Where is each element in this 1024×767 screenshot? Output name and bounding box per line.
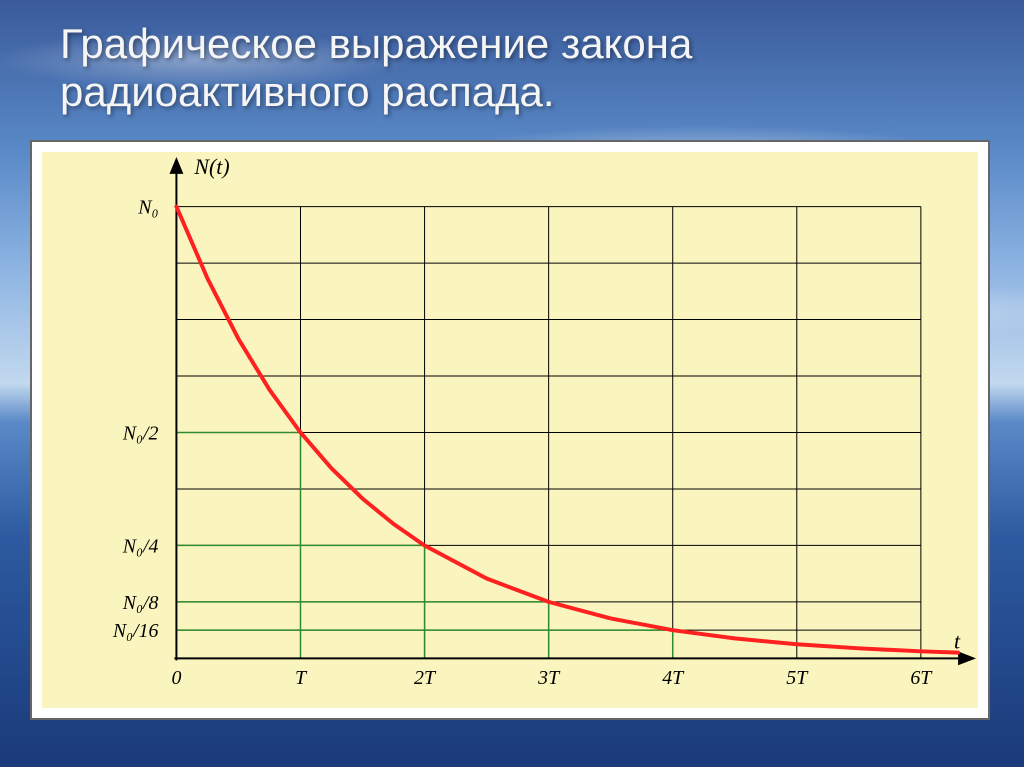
x-tick-label: 5T xyxy=(786,667,809,689)
y-tick-label: N₀ xyxy=(137,197,158,219)
x-tick-label: T xyxy=(295,667,308,689)
x-tick-label: 6T xyxy=(910,667,933,689)
y-tick-label: N₀/16 xyxy=(112,620,159,642)
x-axis-label: t xyxy=(954,629,961,653)
y-tick-label: N₀/4 xyxy=(122,535,159,557)
x-tick-label: 4T xyxy=(662,667,685,689)
chart-panel: N(t) t 0 T 2T 3T 4T 5T 6T N₀ N₀/2 N₀/4 N₀/8 N₀/16 xyxy=(30,140,990,720)
x-tick-label: 0 xyxy=(171,667,181,689)
y-tick-label: N₀/2 xyxy=(122,422,159,444)
y-axis-label: N(t) xyxy=(193,155,229,179)
slide: Графическое выражение закона радиоактивн… xyxy=(0,0,1024,767)
slide-title: Графическое выражение закона радиоактивн… xyxy=(60,20,964,117)
y-tick-label: N₀/8 xyxy=(122,592,159,614)
x-tick-label: 3T xyxy=(537,667,561,689)
decay-chart: N(t) t 0 T 2T 3T 4T 5T 6T N₀ N₀/2 N₀/4 N₀/8 N₀/16 xyxy=(42,152,978,708)
x-tick-label: 2T xyxy=(414,667,437,689)
